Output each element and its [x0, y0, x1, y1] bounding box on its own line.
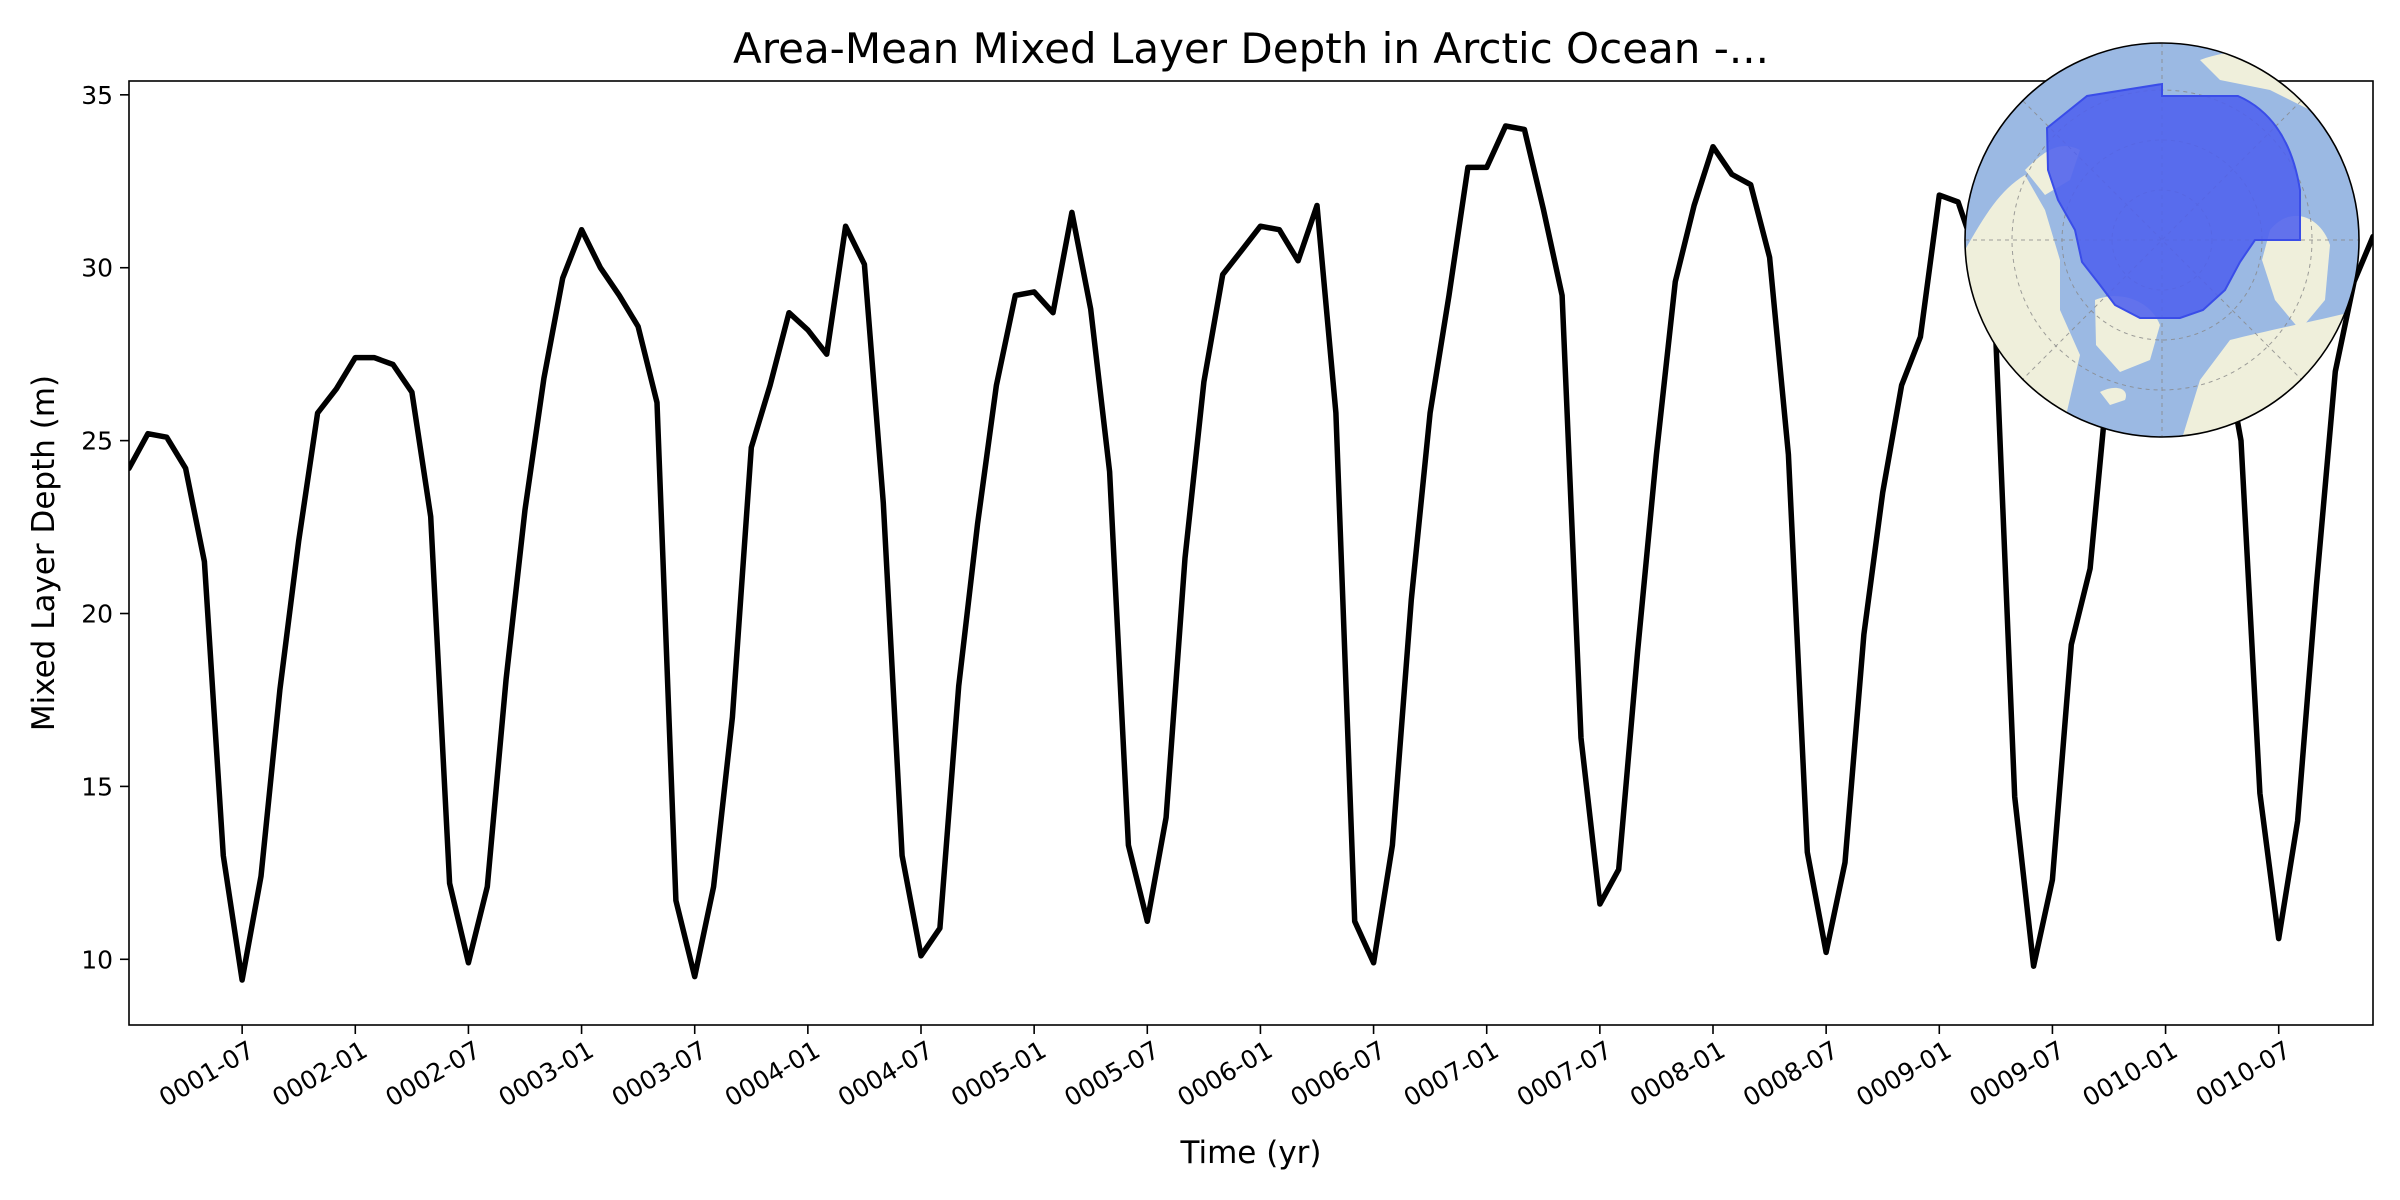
- series-line-0: [129, 123, 2373, 983]
- x-tick-label: 0010-01: [2078, 1035, 2183, 1112]
- y-tick-label: 15: [81, 772, 113, 801]
- y-tick-label: 10: [81, 945, 113, 974]
- y-tick-label: 20: [81, 600, 113, 629]
- x-tick-label: 0002-07: [380, 1035, 485, 1112]
- y-tick-label: 25: [81, 427, 113, 456]
- inset-border: [1964, 42, 2360, 438]
- y-tick-label: 35: [81, 81, 113, 110]
- x-tick-label: 0005-07: [1059, 1035, 1164, 1112]
- y-axis-label: Mixed Layer Depth (m): [26, 375, 62, 731]
- arctic-inset-map: [1964, 42, 2360, 438]
- x-tick-label: 0008-07: [1738, 1035, 1843, 1112]
- x-tick-label: 0006-01: [1172, 1035, 1277, 1112]
- x-tick-label: 0006-07: [1286, 1035, 1391, 1112]
- y-tick-label: 30: [81, 254, 113, 283]
- land-iceland: [2100, 387, 2126, 405]
- x-tick-label: 0001-07: [154, 1035, 259, 1112]
- x-tick-label: 0004-07: [833, 1035, 938, 1112]
- chart-title: Area-Mean Mixed Layer Depth in Arctic Oc…: [733, 24, 1769, 73]
- x-tick-label: 0008-01: [1625, 1035, 1730, 1112]
- x-tick-label: 0007-01: [1399, 1035, 1504, 1112]
- arctic-region: [2045, 82, 2301, 319]
- x-axis: 0001-07 0002-01 0002-07 0003-01 0003-07 0004-…: [154, 1025, 2296, 1112]
- x-tick-label: 0003-01: [494, 1035, 599, 1112]
- x-tick-label: 0009-07: [1964, 1035, 2069, 1112]
- y-axis: 10 15 20 25 30 35: [81, 81, 129, 974]
- plot-frame: [128, 80, 2374, 1026]
- x-tick-label: 0002-01: [267, 1035, 372, 1112]
- x-axis-label: Time (yr): [1180, 1135, 1322, 1171]
- x-tick-label: 0009-01: [1851, 1035, 1956, 1112]
- x-tick-label: 0007-07: [1512, 1035, 1617, 1112]
- land-scandinavia: [2262, 215, 2330, 330]
- x-tick-label: 0005-01: [946, 1035, 1051, 1112]
- x-tick-label: 0010-07: [2191, 1035, 2296, 1112]
- x-tick-label: 0004-01: [720, 1035, 825, 1112]
- x-tick-label: 0003-07: [607, 1035, 712, 1112]
